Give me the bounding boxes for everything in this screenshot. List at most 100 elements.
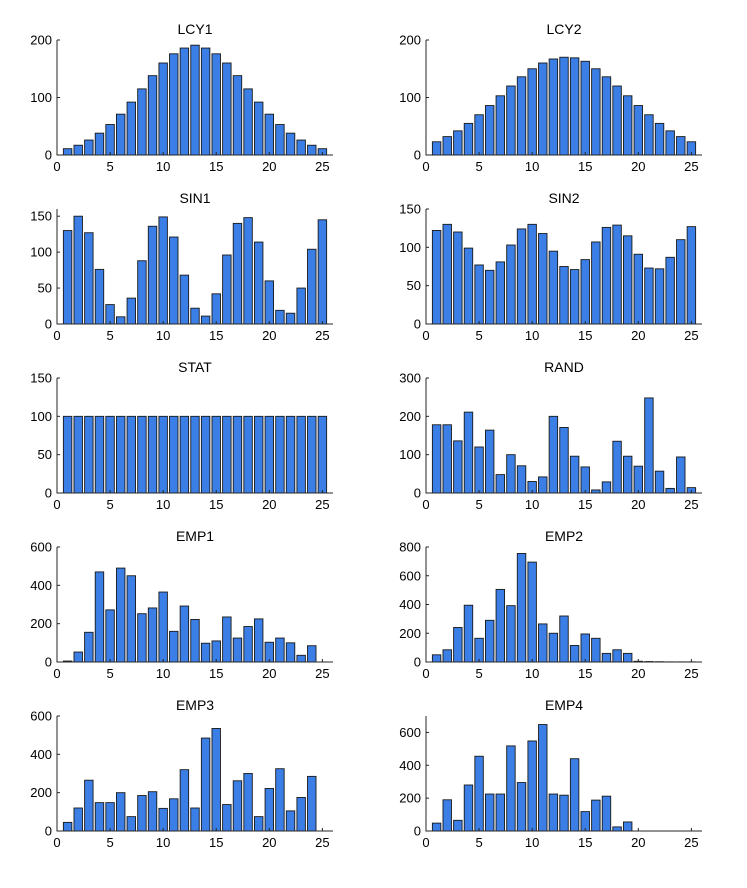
bar [463,122,474,156]
bar [275,768,285,832]
bar [126,415,136,494]
bar [84,139,94,156]
bar [211,293,221,325]
bar [474,755,484,832]
bar [442,136,452,156]
bar [516,228,527,325]
bar [84,232,94,325]
bar [442,649,452,663]
bar [453,440,463,494]
y-tick-label: 400 [30,747,52,762]
x-tick-label: 10 [525,835,539,850]
bar [200,642,211,663]
bar [612,85,622,156]
bar [94,571,105,663]
bar [73,651,83,663]
bar [137,88,147,156]
y-tick-label: 200 [30,785,52,800]
bar [62,821,73,832]
chart-title: EMP4 [545,697,583,713]
bar [190,807,200,832]
bar [580,259,590,325]
y-tick-label: 200 [399,626,421,641]
bar [307,415,317,494]
bar [190,44,200,156]
bar [73,415,83,494]
bar [147,75,158,156]
bar [211,53,221,156]
bar [612,826,622,832]
x-tick-label: 25 [684,497,698,512]
bar [62,148,73,156]
chart-title: LCY1 [177,21,212,37]
x-tick-label: 0 [53,666,60,681]
bar [179,769,190,832]
bar [485,619,495,663]
bar [115,316,126,325]
bar [94,268,105,325]
y-tick-label: 50 [407,278,421,293]
y-tick-label: 200 [399,409,421,424]
bar [137,260,147,325]
chart-title: RAND [544,359,584,375]
bar [474,637,484,663]
x-tick-label: 10 [156,666,170,681]
bar [137,613,147,663]
bar [548,58,559,156]
chart-lcy1: LCY1 0 5 10 15 20 25 0 100 200 [30,21,333,174]
bar [506,605,516,663]
bar [506,244,516,325]
bar [84,779,94,832]
chart-sin1: SIN1 0 5 10 15 20 25 0 50 100 150 [30,190,333,343]
bar [453,627,463,663]
bar [506,745,516,832]
bar [232,75,243,156]
y-tick-label: 400 [30,578,52,593]
bar [317,415,328,494]
bar [623,455,633,494]
y-tick-label: 0 [45,148,52,163]
bar [474,446,484,494]
bar [548,250,559,325]
y-tick-label: 100 [399,90,421,105]
x-tick-label: 15 [209,497,223,512]
bar [275,637,285,663]
bar [676,239,686,325]
y-tick-label: 0 [414,148,421,163]
bar [591,241,601,325]
bar [232,780,243,832]
x-tick-label: 25 [684,666,698,681]
x-tick-label: 5 [475,497,482,512]
bar [126,816,136,832]
bar [495,793,505,832]
y-tick-label: 0 [45,486,52,501]
bar [431,424,442,494]
x-tick-label: 0 [422,835,429,850]
chart-emp1: EMP1 0 5 10 15 20 25 0 200 400 600 [30,528,333,681]
y-tick-label: 200 [30,33,52,48]
bar [676,456,686,494]
y-tick-label: 800 [399,540,421,555]
bar [317,219,328,325]
bar [200,415,211,494]
bar [665,130,675,156]
bar [211,728,221,832]
x-tick-label: 25 [684,328,698,343]
bar [516,553,527,663]
y-tick-label: 100 [30,245,52,260]
bar [623,821,633,832]
x-tick-label: 20 [262,328,276,343]
bar [307,645,317,663]
bar [232,222,243,325]
bar [105,415,115,494]
chart-title: EMP3 [176,697,214,713]
x-tick-label: 5 [475,328,482,343]
y-tick-label: 0 [414,655,421,670]
bar [211,415,221,494]
bar [190,307,200,325]
bar [559,56,569,156]
bar [105,609,115,663]
bar [147,415,158,494]
x-tick-label: 10 [156,328,170,343]
y-tick-label: 150 [30,209,52,224]
